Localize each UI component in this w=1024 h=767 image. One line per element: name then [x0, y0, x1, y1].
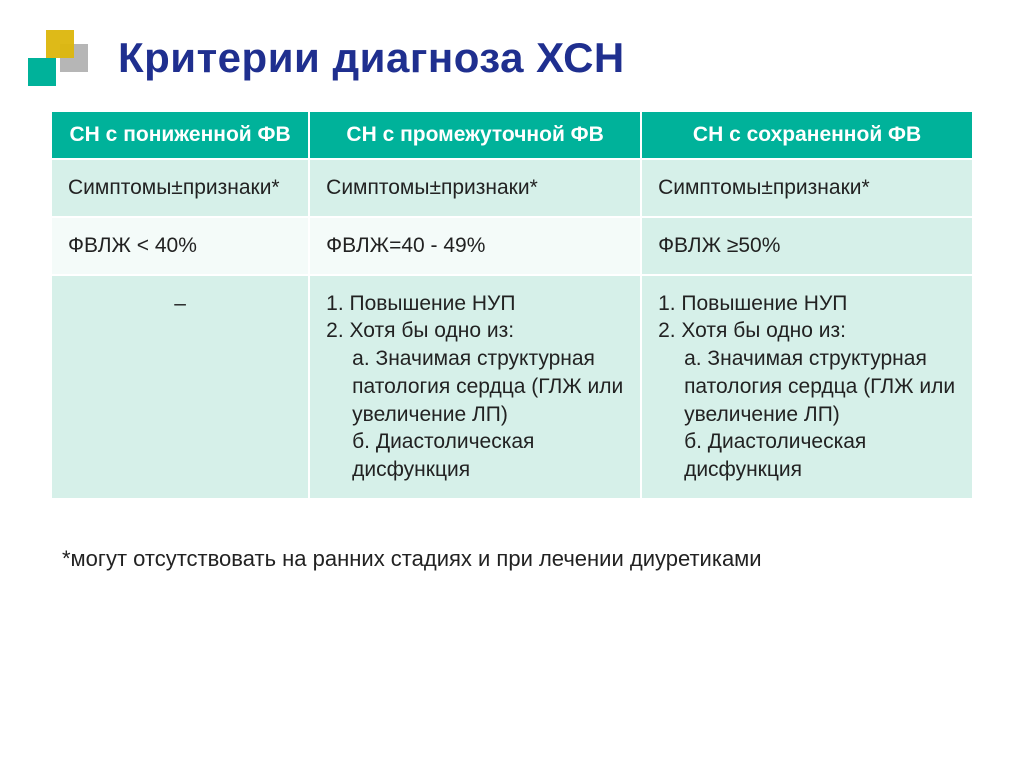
cell-criteria-mid: 1. Повышение НУП 2. Хотя бы одно из: а. …	[309, 275, 641, 499]
line: 1. Повышение НУП	[326, 292, 515, 315]
row-ef: ФВЛЖ < 40% ФВЛЖ=40 - 49% ФВЛЖ ≥50%	[51, 217, 973, 275]
col-header-reduced: СН с пониженной ФВ	[51, 111, 309, 159]
footnote: *могут отсутствовать на ранних стадиях и…	[50, 546, 974, 572]
cell: ФВЛЖ ≥50%	[641, 217, 973, 275]
line: а. Значимая структурная патология сердца…	[326, 345, 624, 428]
line: 2. Хотя бы одно из:	[326, 319, 514, 342]
row-symptoms: Симптомы±признаки* Симптомы±признаки* Си…	[51, 159, 973, 217]
cell: Симптомы±признаки*	[51, 159, 309, 217]
cell: Симптомы±признаки*	[641, 159, 973, 217]
line: 1. Повышение НУП	[658, 292, 847, 315]
table-header-row: СН с пониженной ФВ СН с промежуточной ФВ…	[51, 111, 973, 159]
row-extra: – 1. Повышение НУП 2. Хотя бы одно из: а…	[51, 275, 973, 499]
cell-criteria-preserved: 1. Повышение НУП 2. Хотя бы одно из: а. …	[641, 275, 973, 499]
title-block: Критерии диагноза ХСН	[28, 30, 974, 86]
line: 2. Хотя бы одно из:	[658, 319, 846, 342]
criteria-table: СН с пониженной ФВ СН с промежуточной ФВ…	[50, 110, 974, 500]
line: а. Значимая структурная патология сердца…	[658, 345, 956, 428]
col-header-midrange: СН с промежуточной ФВ	[309, 111, 641, 159]
col-header-preserved: СН с сохраненной ФВ	[641, 111, 973, 159]
title-bullet-icon	[28, 30, 84, 86]
cell: ФВЛЖ=40 - 49%	[309, 217, 641, 275]
line: б. Диастолическая дисфункция	[658, 428, 956, 483]
line: б. Диастолическая дисфункция	[326, 428, 624, 483]
slide-title: Критерии диагноза ХСН	[118, 34, 625, 82]
cell: ФВЛЖ < 40%	[51, 217, 309, 275]
cell: Симптомы±признаки*	[309, 159, 641, 217]
cell-dash: –	[51, 275, 309, 499]
